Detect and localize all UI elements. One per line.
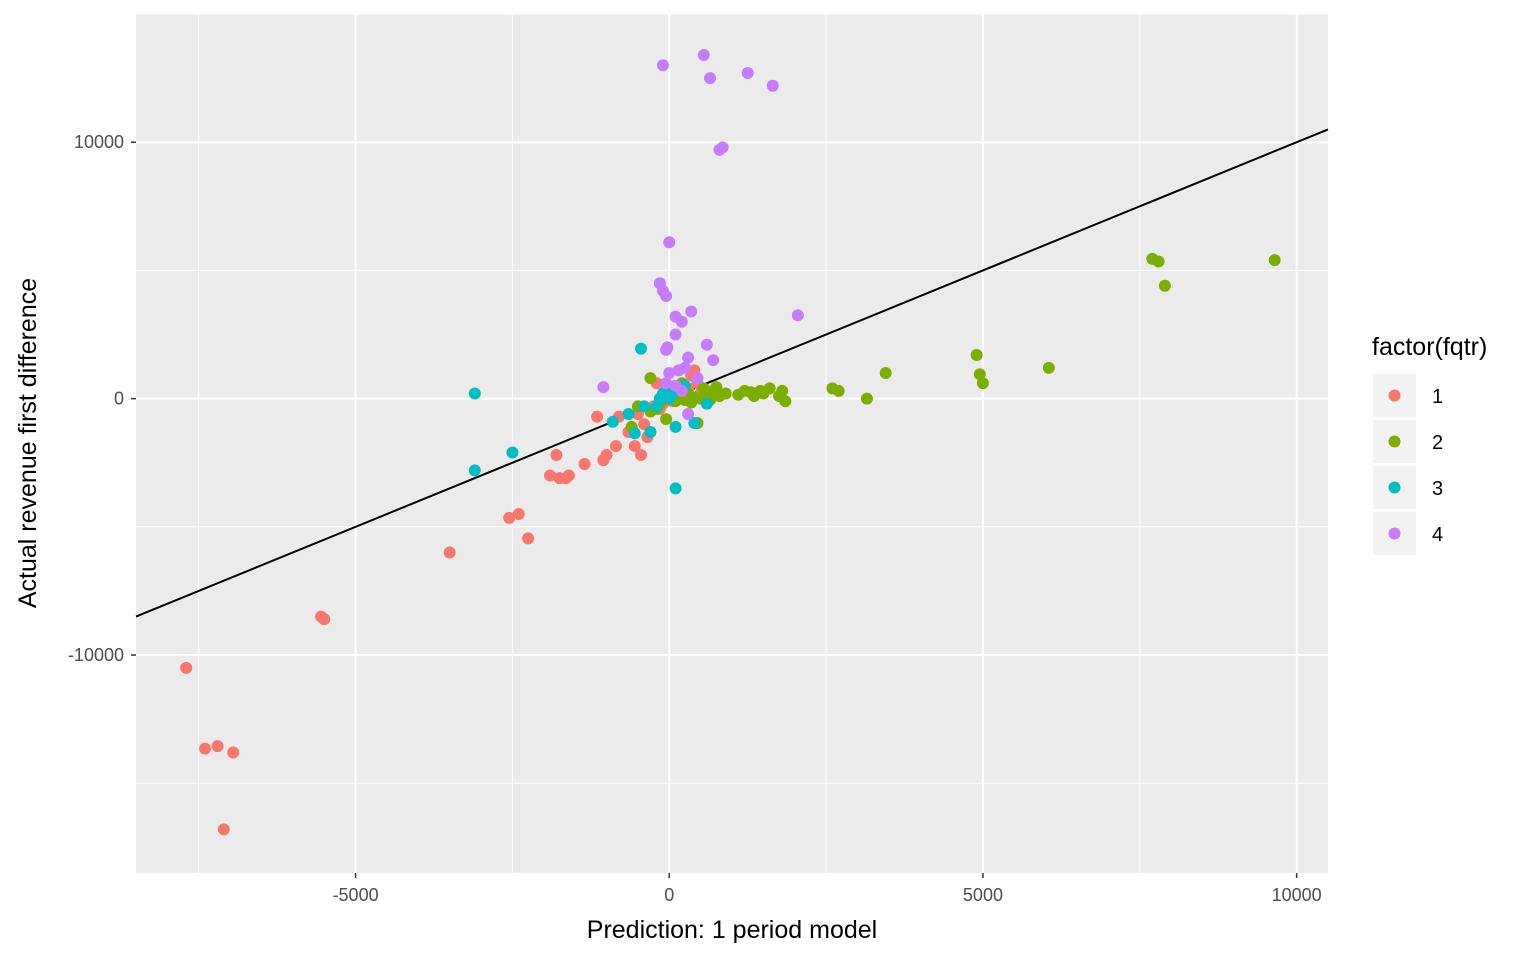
point-series-1 (443, 546, 456, 559)
point-series-2 (1042, 361, 1055, 374)
point-series-1 (578, 458, 591, 471)
x-tick-label: -5000 (333, 885, 379, 905)
point-series-1 (635, 449, 648, 462)
point-series-3 (606, 415, 619, 428)
point-series-1 (562, 469, 575, 482)
point-series-4 (656, 59, 669, 72)
point-series-4 (663, 236, 676, 249)
legend-label: 1 (1432, 386, 1443, 408)
point-series-2 (644, 372, 657, 385)
point-series-2 (832, 384, 845, 397)
point-series-1 (522, 532, 535, 545)
point-series-2 (660, 413, 673, 426)
point-series-1 (591, 410, 604, 423)
point-series-1 (217, 823, 230, 836)
point-series-4 (766, 79, 779, 92)
x-axis-title: Prediction: 1 period model (587, 916, 877, 944)
point-series-3 (638, 400, 651, 413)
legend-key-swatch (1388, 435, 1401, 448)
legend-key-swatch (1388, 481, 1401, 494)
point-series-2 (1158, 279, 1171, 292)
y-tick-label: 10000 (74, 132, 124, 152)
point-series-1 (512, 508, 525, 521)
y-tick-label: 0 (114, 389, 124, 409)
point-series-1 (550, 449, 563, 462)
y-axis-title: Actual revenue first difference (14, 278, 42, 608)
point-series-4 (660, 377, 673, 390)
x-tick-label: 5000 (963, 885, 1003, 905)
point-series-3 (628, 427, 641, 440)
point-series-3 (468, 464, 481, 477)
point-series-3 (700, 397, 713, 410)
reference-line (135, 128, 1329, 618)
point-series-4 (675, 384, 688, 397)
point-series-1 (544, 469, 557, 482)
legend-label: 2 (1432, 432, 1443, 454)
reference-line-layer (135, 128, 1329, 618)
point-series-3 (468, 387, 481, 400)
point-series-3 (506, 446, 519, 459)
point-series-4 (675, 315, 688, 328)
point-series-4 (791, 309, 804, 322)
point-series-2 (970, 349, 983, 362)
point-series-1 (211, 740, 224, 753)
legend-label: 3 (1432, 478, 1443, 500)
legend-key-swatch (1388, 389, 1401, 402)
point-series-4 (716, 141, 729, 154)
point-series-1 (227, 746, 240, 759)
point-series-4 (741, 66, 754, 79)
point-series-4 (663, 366, 676, 379)
x-tick-label: 10000 (1272, 885, 1322, 905)
point-series-4 (682, 408, 695, 421)
point-series-2 (763, 382, 776, 395)
point-series-4 (697, 49, 710, 62)
point-series-4 (704, 72, 717, 85)
major-gridlines (136, 14, 1328, 873)
point-series-3 (669, 482, 682, 495)
point-series-4 (682, 351, 695, 364)
point-series-1 (600, 449, 613, 462)
point-series-1 (503, 511, 516, 524)
legend-title: factor(fqtr) (1372, 333, 1487, 361)
point-series-2 (776, 384, 789, 397)
point-series-3 (688, 416, 701, 429)
point-series-4 (685, 305, 698, 318)
point-series-1 (180, 661, 193, 674)
y-tick-label: -10000 (68, 645, 124, 665)
point-series-3 (669, 420, 682, 433)
minor-gridlines (136, 13, 1328, 873)
point-series-4 (678, 361, 691, 374)
point-series-2 (1268, 254, 1281, 267)
point-series-4 (691, 372, 704, 385)
legend-keys: 1 2 3 4 (1373, 374, 1443, 555)
point-series-2 (976, 377, 989, 390)
point-series-2 (860, 392, 873, 405)
point-series-2 (779, 395, 792, 408)
legend-label: 4 (1432, 524, 1443, 546)
x-tick-label: 0 (664, 885, 674, 905)
point-series-4 (700, 338, 713, 351)
point-series-1 (609, 440, 622, 453)
point-series-3 (635, 342, 648, 355)
point-series-4 (707, 354, 720, 367)
point-series-3 (644, 425, 657, 438)
legend-key-swatch (1388, 527, 1401, 540)
point-series-2 (1152, 255, 1165, 268)
point-series-4 (669, 328, 682, 341)
point-series-4 (660, 290, 673, 303)
y-axis-ticks: -10000 0 10000 (68, 132, 136, 665)
point-series-1 (318, 613, 331, 626)
point-series-1 (199, 742, 212, 755)
legend: factor(fqtr) 1 2 3 4 (1372, 333, 1487, 555)
point-series-3 (622, 408, 635, 421)
point-series-4 (661, 341, 674, 354)
points-layer (180, 49, 1281, 836)
point-series-1 (628, 440, 641, 453)
point-series-2 (879, 366, 892, 379)
point-series-4 (597, 381, 610, 394)
plot-background (136, 14, 1328, 873)
x-axis-ticks: -5000 0 5000 10000 (333, 873, 1322, 905)
point-series-2 (719, 387, 732, 400)
